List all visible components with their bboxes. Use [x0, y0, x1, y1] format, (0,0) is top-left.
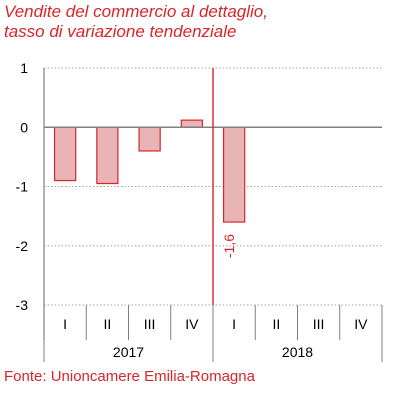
bar [180, 119, 204, 128]
x-category-label: II [103, 316, 111, 332]
source-note: Fonte: Unioncamere Emilia-Romagna [4, 368, 255, 385]
y-tick-label: 1 [20, 60, 28, 76]
x-category-label: II [272, 316, 280, 332]
y-tick-label: -1 [16, 179, 29, 195]
chart-title-line-2: tasso di variazione tendenziale [4, 22, 237, 41]
y-tick-label: 0 [20, 119, 28, 135]
x-category-label: III [144, 316, 156, 332]
y-tick-label: -3 [16, 297, 29, 313]
y-tick-label: -2 [16, 238, 29, 254]
chart-title-line-1: Vendite del commercio al dettaglio, [4, 2, 268, 21]
x-category-label: III [313, 316, 325, 332]
x-group-label: 2017 [113, 344, 144, 360]
data-label: -1,6 [221, 234, 237, 258]
x-category-label: I [232, 316, 236, 332]
x-category-label: IV [185, 316, 199, 332]
x-group-label: 2018 [282, 344, 313, 360]
bar [53, 126, 77, 182]
bar [222, 126, 246, 223]
x-category-label: I [63, 316, 67, 332]
chart-title: Vendite del commercio al dettaglio, tass… [4, 2, 396, 42]
x-category-label: IV [354, 316, 368, 332]
bar [138, 126, 161, 152]
bar [96, 126, 119, 185]
